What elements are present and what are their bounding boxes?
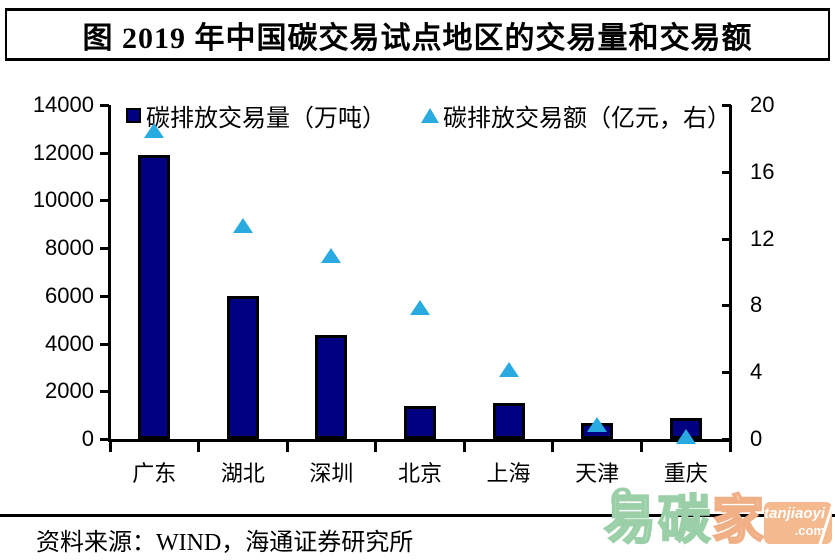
title-box: 图 2019 年中国碳交易试点地区的交易量和交易额 [5, 8, 830, 61]
bar [492, 403, 525, 439]
bar [138, 155, 171, 439]
y-axis-right-tick-label: 12 [750, 225, 775, 251]
bar [226, 295, 259, 439]
bar [315, 335, 348, 439]
legend-volume-label: 碳排放交易量（万吨） [146, 106, 386, 132]
x-axis-category-label: 北京 [397, 461, 442, 486]
legend-triangle-marker [421, 108, 439, 123]
x-axis-tick [639, 439, 643, 452]
y-axis-right-tick-label: 4 [750, 359, 763, 385]
watermark-badge-text: tanjiaoyi [764, 505, 825, 522]
x-axis-category-label: 广东 [132, 461, 177, 486]
watermark-logo: e 易 碳 家 tanjiaoyi .com [603, 474, 835, 560]
y-axis-left-tick [100, 294, 109, 298]
y-axis-right-tick [722, 237, 731, 241]
watermark-char-tan: 碳 [657, 493, 711, 551]
triangle-marker [321, 248, 342, 264]
x-axis-tick [728, 439, 732, 452]
y-axis-right-tick [722, 371, 731, 375]
y-axis-left-tick [100, 390, 109, 394]
y-axis-right-tick-label: 8 [750, 292, 763, 318]
x-axis-category-label: 湖北 [220, 461, 265, 486]
watermark-e-swoosh-icon: e [610, 474, 633, 518]
y-axis-left-tick-label: 2000 [45, 378, 94, 404]
triangle-marker [144, 123, 165, 139]
legend-item-volume: 碳排放交易量（万吨） [126, 98, 386, 133]
triangle-marker [675, 428, 696, 444]
watermark-badge-domain: .com [794, 523, 825, 538]
triangle-marker [498, 361, 519, 377]
triangle-marker [410, 300, 430, 316]
y-axis-left-tick [100, 438, 109, 441]
x-axis-category-label: 天津 [575, 461, 620, 486]
x-axis-tick [374, 439, 378, 452]
y-axis-left-tick [100, 104, 109, 107]
y-axis-left-tick [100, 342, 109, 346]
y-axis-left-tick-label: 14000 [32, 92, 94, 117]
y-axis-right-tick [722, 104, 731, 107]
watermark-char-yi: 易 [603, 493, 657, 551]
x-axis-tick [462, 439, 466, 452]
x-axis-category-label: 重庆 [663, 461, 708, 486]
legend-item-amount: 碳排放交易额（亿元，右） [421, 98, 731, 133]
y-axis-right-tick [722, 304, 731, 308]
x-axis-category-label: 上海 [486, 461, 531, 486]
triangle-marker [232, 218, 253, 234]
figure-title: 图 2019 年中国碳交易试点地区的交易量和交易额 [82, 21, 753, 55]
divider-line [0, 514, 835, 517]
legend-square-marker [126, 108, 141, 123]
y-axis-left-tick [100, 151, 109, 155]
x-axis-tick [108, 439, 112, 452]
y-axis-left-tick-label: 6000 [45, 282, 94, 308]
y-axis-left-tick-label: 0 [81, 426, 94, 451]
y-axis-right-tick-label: 0 [750, 426, 763, 451]
x-axis-tick [551, 439, 555, 452]
y-axis-right-tick-label: 20 [750, 92, 775, 117]
bar [404, 405, 436, 439]
x-axis-tick [285, 439, 289, 452]
watermark-badge: tanjiaoyi .com [764, 502, 832, 544]
y-axis-left-tick-label: 12000 [32, 139, 94, 165]
y-axis-left-tick-label: 10000 [32, 187, 94, 213]
source-text: 资料来源：WIND，海通证券研究所 [36, 530, 414, 556]
x-axis-category-label: 深圳 [309, 461, 354, 486]
watermark-char-jia: 家 [711, 493, 765, 551]
x-axis-tick [197, 439, 201, 452]
y-axis-right-tick-label: 16 [750, 158, 775, 184]
y-axis-right-tick [722, 438, 731, 441]
y-axis-left-tick [100, 199, 109, 203]
y-axis-left-tick-label: 4000 [45, 330, 94, 356]
x-axis [108, 439, 732, 442]
y-axis-right-tick [722, 170, 731, 174]
triangle-marker [587, 416, 608, 432]
legend-amount-label: 碳排放交易额（亿元，右） [443, 106, 731, 132]
y-axis-right [729, 105, 732, 442]
y-axis-left-tick-label: 8000 [45, 235, 94, 261]
y-axis-left [108, 105, 111, 442]
y-axis-left-tick [100, 247, 109, 251]
